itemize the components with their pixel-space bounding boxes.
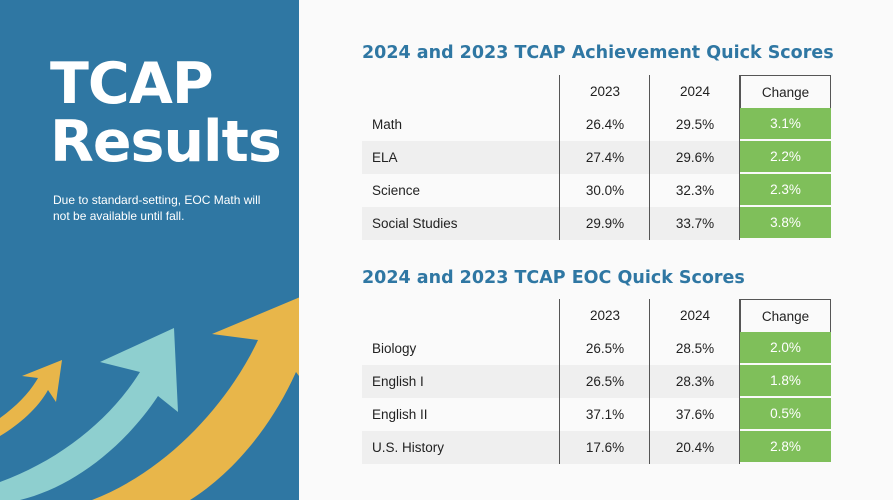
- row-label: ELA: [372, 150, 398, 165]
- value-2023: 17.6%: [585, 440, 625, 455]
- table-row: Social Studies 29.9% 33.7% 3.8%: [362, 207, 831, 240]
- value-2024: 28.5%: [675, 341, 715, 356]
- value-change: 2.0%: [740, 332, 831, 365]
- value-2023: 26.4%: [585, 117, 625, 132]
- table-row: ELA 27.4% 29.6% 2.2%: [362, 141, 831, 174]
- col-header-change: Change: [740, 299, 831, 332]
- eoc-section-title: 2024 and 2023 TCAP EOC Quick Scores: [362, 268, 745, 288]
- value-change: 2.8%: [740, 431, 831, 464]
- eoc-table: 2023 2024 Change Biology 26.5% 28.5% 2.0…: [362, 299, 831, 464]
- row-label: Math: [372, 117, 403, 132]
- value-2023: 29.9%: [585, 216, 625, 231]
- table-row: English I 26.5% 28.3% 1.8%: [362, 365, 831, 398]
- left-panel: TCAP Results Due to standard-setting, EO…: [0, 0, 299, 500]
- eoc-math-note: Due to standard-setting, EOC Math will n…: [53, 193, 261, 223]
- table-row: Science 30.0% 32.3% 2.3%: [362, 174, 831, 207]
- row-label: Biology: [372, 341, 417, 356]
- value-2024: 28.3%: [675, 374, 715, 389]
- value-2024: 33.7%: [675, 216, 715, 231]
- value-change: 2.2%: [740, 141, 831, 174]
- table-row: Math 26.4% 29.5% 3.1%: [362, 108, 831, 141]
- value-2024: 29.6%: [675, 150, 715, 165]
- achievement-section-title: 2024 and 2023 TCAP Achievement Quick Sco…: [362, 43, 834, 63]
- page-title: TCAP Results: [50, 51, 282, 175]
- row-label: U.S. History: [372, 440, 445, 455]
- value-change: 2.3%: [740, 174, 831, 207]
- col-header-change: Change: [740, 75, 831, 108]
- table-row: Biology 26.5% 28.5% 2.0%: [362, 332, 831, 365]
- value-2023: 37.1%: [585, 407, 625, 422]
- value-2024: 32.3%: [675, 183, 715, 198]
- table-row: English II 37.1% 37.6% 0.5%: [362, 398, 831, 431]
- row-label: Science: [372, 183, 421, 198]
- col-header-2023: 2023: [589, 308, 621, 323]
- col-header-2023: 2023: [589, 84, 621, 99]
- table-header-row: 2023 2024 Change: [362, 299, 831, 332]
- large-gold-arrow-icon: [92, 297, 299, 500]
- title-line-1: TCAP: [50, 51, 214, 117]
- value-change: 0.5%: [740, 398, 831, 431]
- table-header-row: 2023 2024 Change: [362, 75, 831, 108]
- achievement-table: 2023 2024 Change Math 26.4% 29.5% 3.1% E…: [362, 75, 831, 240]
- value-change: 3.8%: [740, 207, 831, 240]
- value-2023: 26.5%: [585, 374, 625, 389]
- col-header-2024: 2024: [679, 84, 711, 99]
- row-label: Social Studies: [372, 216, 458, 231]
- value-2024: 29.5%: [675, 117, 715, 132]
- value-2023: 27.4%: [585, 150, 625, 165]
- value-change: 3.1%: [740, 108, 831, 141]
- row-label: English II: [372, 407, 428, 422]
- small-gold-arrow-icon: [0, 360, 62, 436]
- title-line-2: Results: [50, 109, 282, 175]
- value-2023: 30.0%: [585, 183, 625, 198]
- value-change: 1.8%: [740, 365, 831, 398]
- row-label: English I: [372, 374, 424, 389]
- growth-arrows-illustration: [0, 297, 299, 500]
- value-2024: 20.4%: [675, 440, 715, 455]
- value-2024: 37.6%: [675, 407, 715, 422]
- value-2023: 26.5%: [585, 341, 625, 356]
- table-row: U.S. History 17.6% 20.4% 2.8%: [362, 431, 831, 464]
- teal-arrow-icon: [0, 328, 178, 500]
- col-header-2024: 2024: [679, 308, 711, 323]
